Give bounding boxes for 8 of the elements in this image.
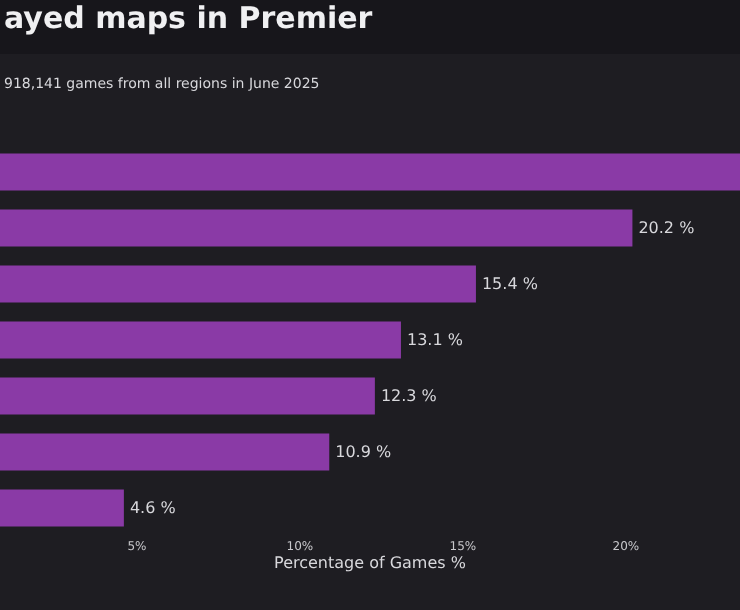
x-axis-title: Percentage of Games % [274, 554, 467, 573]
data-label: 15.4 % [481, 275, 539, 293]
data-label: 10.9 % [335, 443, 392, 461]
data-label: 13.1 % [406, 331, 464, 349]
chart-title: ayed maps in Premier [4, 0, 374, 36]
data-label: 4.6 % [129, 499, 177, 517]
data-label: 20.2 % [638, 219, 696, 237]
data-label: 12.3 % [380, 387, 438, 405]
